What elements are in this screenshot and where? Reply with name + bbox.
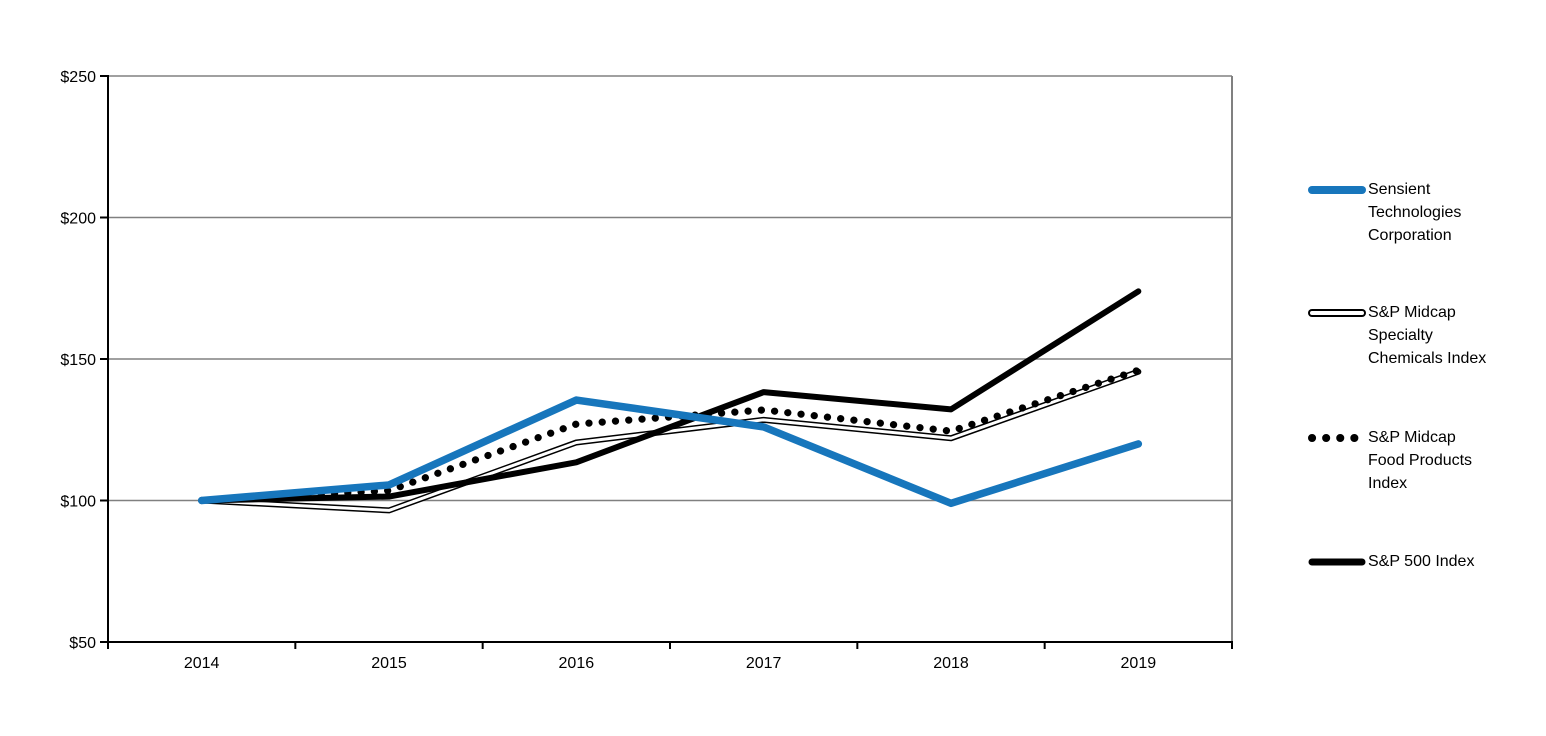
legend-label: S&P 500 Index [1368,553,1475,570]
y-tick-label: $200 [60,211,96,228]
legend-item-1: Sensient Technologies Corporation [1308,178,1461,247]
legend-swatch-double-outline-icon [1308,309,1366,317]
y-tick-label: $50 [69,635,96,652]
legend-label: S&P Midcap Specialty Chemicals Index [1368,304,1487,367]
legend-item-2: S&P Midcap Specialty Chemicals Index [1308,301,1486,370]
legend-item-3: S&P Midcap Food Products Index [1308,426,1472,495]
series-line-sp500 [198,288,1142,504]
x-tick-label: 2016 [559,655,595,672]
y-tick-label: $250 [60,69,96,86]
legend-item-4: S&P 500 Index [1308,550,1474,573]
x-tick-label: 2019 [1121,655,1157,672]
series-line-outline-fill [200,370,1140,512]
y-tick-label: $150 [60,352,96,369]
x-tick-label: 2015 [371,655,407,672]
legend-label: Sensient Technologies Corporation [1368,181,1462,244]
series-line-dotted [198,366,1142,505]
x-tick-label: 2017 [746,655,782,672]
legend-label: S&P Midcap Food Products Index [1368,429,1473,492]
series-line-sensient [197,396,1143,508]
x-tick-label: 2014 [184,655,220,672]
legend-swatch-dotted-icon [1308,434,1366,442]
y-tick-label: $100 [60,494,96,511]
legend-swatch-solid-thick-icon [1308,186,1366,194]
legend-swatch-solid-icon [1308,558,1366,566]
x-tick-label: 2018 [933,655,969,672]
